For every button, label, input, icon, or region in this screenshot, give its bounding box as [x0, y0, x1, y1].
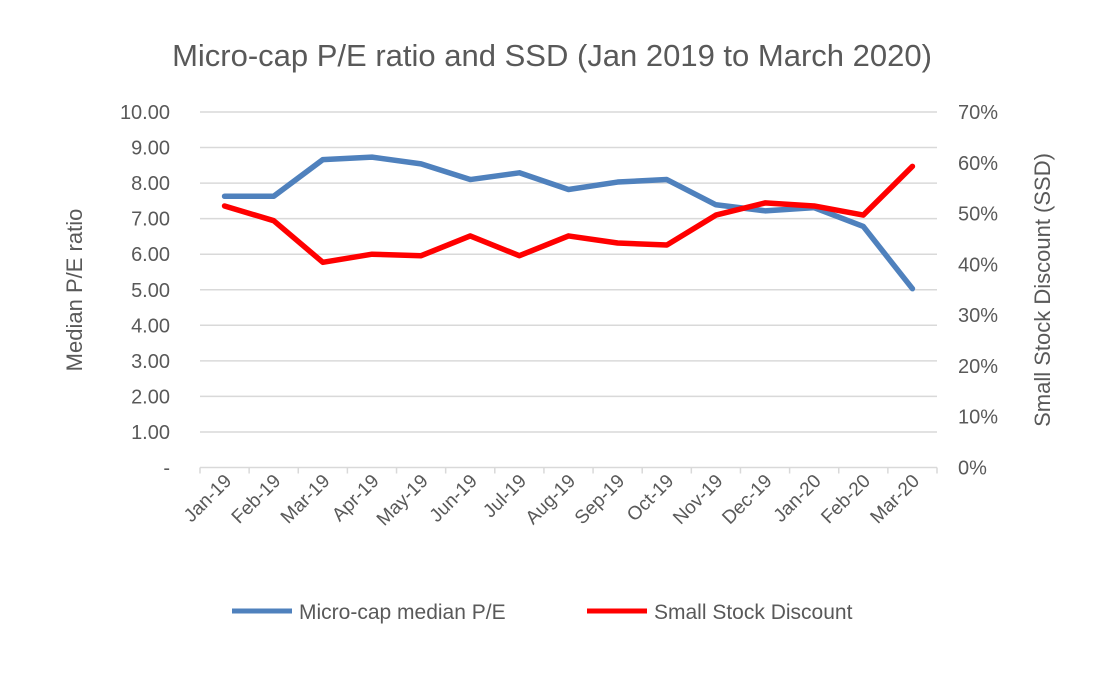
- legend: Micro-cap median P/E Small Stock Discoun…: [232, 601, 853, 624]
- y2-tick-label: 60%: [958, 153, 998, 175]
- x-tick-label: May-19: [373, 471, 433, 531]
- right-axis-label: Small Stock Discount (SSD): [1030, 153, 1055, 427]
- y2-tick-label: 50%: [958, 204, 998, 226]
- y2-tick-label: 0%: [958, 458, 987, 480]
- y2-tick-label: 70%: [958, 102, 998, 124]
- y-tick-label: 8.00: [131, 173, 170, 195]
- x-tick-label: Jun-19: [426, 471, 482, 527]
- x-tick-label: Feb-19: [228, 471, 285, 528]
- y2-tick-label: 10%: [958, 407, 998, 429]
- y-tick-label: 3.00: [131, 351, 170, 373]
- right-axis-ticks: 0% 10% 20% 30% 40% 50% 60% 70%: [958, 102, 998, 480]
- chart-title: Micro-cap P/E ratio and SSD (Jan 2019 to…: [172, 38, 932, 73]
- y-tick-label: 9.00: [131, 138, 170, 160]
- y2-tick-label: 20%: [958, 356, 998, 378]
- y-tick-label: 7.00: [131, 209, 170, 231]
- legend-label-ssd: Small Stock Discount: [654, 601, 853, 624]
- x-tick-label: Jan-19: [180, 471, 236, 527]
- y2-tick-label: 40%: [958, 254, 998, 276]
- x-tick-label: Aug-19: [522, 471, 580, 529]
- x-tick-label: Oct-19: [623, 471, 678, 526]
- y-tick-label: 4.00: [131, 315, 170, 337]
- pe-series-line: [225, 157, 913, 289]
- x-axis-ticks: Jan-19Feb-19Mar-19Apr-19May-19Jun-19Jul-…: [180, 468, 937, 531]
- x-tick-label: Sep-19: [571, 471, 629, 529]
- y-tick-label: 1.00: [131, 422, 170, 444]
- left-axis-label: Median P/E ratio: [62, 209, 87, 372]
- y-tick-label: 5.00: [131, 280, 170, 302]
- legend-label-pe: Micro-cap median P/E: [299, 601, 506, 624]
- ssd-series-line: [225, 166, 913, 262]
- y-tick-label: -: [163, 458, 170, 480]
- gridlines: [200, 112, 937, 468]
- series-lines: [224, 157, 912, 289]
- y-tick-label: 6.00: [131, 244, 170, 266]
- x-tick-label: Mar-19: [277, 471, 334, 528]
- x-tick-label: Jan-20: [770, 471, 826, 527]
- x-tick-label: Nov-19: [669, 471, 727, 529]
- x-tick-label: Dec-19: [718, 471, 776, 529]
- left-axis-ticks: - 1.00 2.00 3.00 4.00 5.00 6.00 7.00 8.00 9.00 10.…: [120, 102, 170, 480]
- y-tick-label: 10.00: [120, 102, 170, 124]
- y2-tick-label: 30%: [958, 305, 998, 327]
- x-tick-label: Feb-20: [817, 471, 874, 528]
- y-tick-label: 2.00: [131, 386, 170, 408]
- x-tick-label: Mar-20: [867, 471, 924, 528]
